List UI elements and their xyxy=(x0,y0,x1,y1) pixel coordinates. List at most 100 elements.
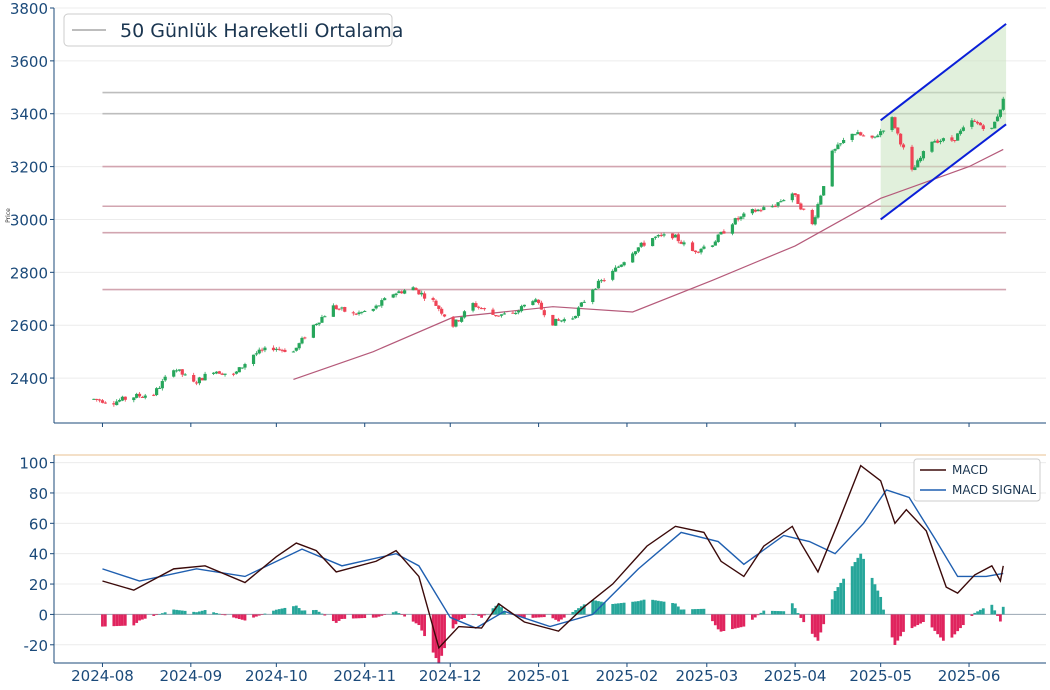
histogram-bar xyxy=(890,614,894,638)
candle-body xyxy=(796,194,800,204)
histogram-bar xyxy=(773,610,777,615)
candle-body xyxy=(899,133,903,145)
candle-body xyxy=(403,290,407,294)
histogram-bar xyxy=(742,614,746,627)
candle-body xyxy=(434,300,438,306)
ma50-line xyxy=(293,148,1004,380)
histogram-bar xyxy=(656,600,660,615)
histogram-bar xyxy=(143,614,147,619)
histogram-bar xyxy=(377,614,381,617)
histogram-bar xyxy=(534,614,538,618)
candle-body xyxy=(194,382,199,384)
candle-body xyxy=(517,310,521,313)
histogram-bar xyxy=(337,614,341,621)
x-tick-label: 2025-05 xyxy=(849,667,912,685)
histogram-bar xyxy=(933,614,937,631)
price-y-tick-label: 3800 xyxy=(10,0,48,18)
candle-body xyxy=(420,292,424,295)
histogram-bar xyxy=(123,614,127,626)
histogram-bar xyxy=(280,608,284,615)
x-tick-label: 2024-08 xyxy=(71,667,134,685)
histogram-bar xyxy=(237,614,241,619)
histogram-bar xyxy=(722,614,726,631)
candle-body xyxy=(479,308,484,310)
candle-body xyxy=(442,314,447,317)
histogram-bar xyxy=(591,599,595,615)
histogram-bar xyxy=(981,608,985,615)
histogram-bar xyxy=(711,614,714,622)
histogram-bar xyxy=(500,607,503,615)
macd-signal-line xyxy=(102,489,1004,629)
candle-body xyxy=(462,311,467,318)
histogram-bar xyxy=(178,610,181,615)
macd-y-tick-label: 60 xyxy=(29,515,48,533)
candle-body xyxy=(836,144,840,150)
candle-body xyxy=(756,209,760,212)
histogram-bar xyxy=(862,558,865,615)
candle-body xyxy=(611,270,615,280)
histogram-bar xyxy=(651,599,655,615)
histogram-bar xyxy=(160,613,164,615)
candle-body xyxy=(910,146,914,170)
histogram-bar xyxy=(750,614,754,620)
histogram-bar xyxy=(483,614,486,616)
candle-body xyxy=(163,376,167,381)
candle-body xyxy=(736,218,740,220)
candle-body xyxy=(377,305,381,307)
candle-body xyxy=(331,305,335,317)
candle-body xyxy=(103,402,107,404)
histogram-bar xyxy=(713,614,717,626)
histogram-bar xyxy=(212,612,216,615)
candle-body xyxy=(693,250,697,253)
histogram-bar xyxy=(371,614,375,618)
histogram-bar xyxy=(138,614,141,621)
candle-body xyxy=(497,315,501,317)
candle-body xyxy=(180,369,184,375)
candle-body xyxy=(140,396,144,398)
candle-body xyxy=(431,298,435,300)
candle-body xyxy=(813,217,817,225)
histogram-bar xyxy=(696,608,700,615)
candle-body xyxy=(653,236,658,238)
candle-body xyxy=(833,149,837,151)
candle-body xyxy=(938,140,943,143)
histogram-bar xyxy=(770,610,774,615)
macd-y-tick-label: 0 xyxy=(38,606,48,624)
histogram-bar xyxy=(870,577,874,615)
candle-body xyxy=(782,200,786,202)
candle-body xyxy=(491,309,495,315)
candle-body xyxy=(531,301,535,305)
histogram-bar xyxy=(833,590,837,615)
macd-y-tick-label: 40 xyxy=(29,546,48,564)
price-legend-label: 50 Günlük Hareketli Ortalama xyxy=(120,20,403,42)
candle-body xyxy=(337,308,341,310)
candle-body xyxy=(300,337,304,344)
candle-body xyxy=(177,369,182,371)
candle-body xyxy=(713,241,717,246)
histogram-bar xyxy=(953,614,957,635)
histogram-bar xyxy=(155,614,159,616)
histogram-bar xyxy=(254,614,258,617)
candlestick-group xyxy=(92,96,1005,407)
histogram-bar xyxy=(203,610,207,615)
channel-upper-line xyxy=(880,23,1007,122)
histogram-bar xyxy=(913,614,917,627)
candle-body xyxy=(853,134,857,136)
macd-legend-label: MACD xyxy=(952,463,988,477)
histogram-bar xyxy=(471,614,475,616)
candle-body xyxy=(822,186,826,196)
candle-body xyxy=(913,167,917,171)
candle-body xyxy=(482,308,487,310)
candle-body xyxy=(975,121,980,124)
histogram-bar xyxy=(517,614,521,617)
channel-lower-line xyxy=(880,123,1007,221)
candle-body xyxy=(397,291,401,294)
histogram-bar xyxy=(950,614,954,638)
candle-body xyxy=(160,381,164,389)
histogram-bar xyxy=(996,614,999,616)
candle-body xyxy=(437,305,441,309)
candle-body xyxy=(594,288,598,290)
candle-body xyxy=(542,310,546,316)
histogram-bar xyxy=(223,614,227,616)
